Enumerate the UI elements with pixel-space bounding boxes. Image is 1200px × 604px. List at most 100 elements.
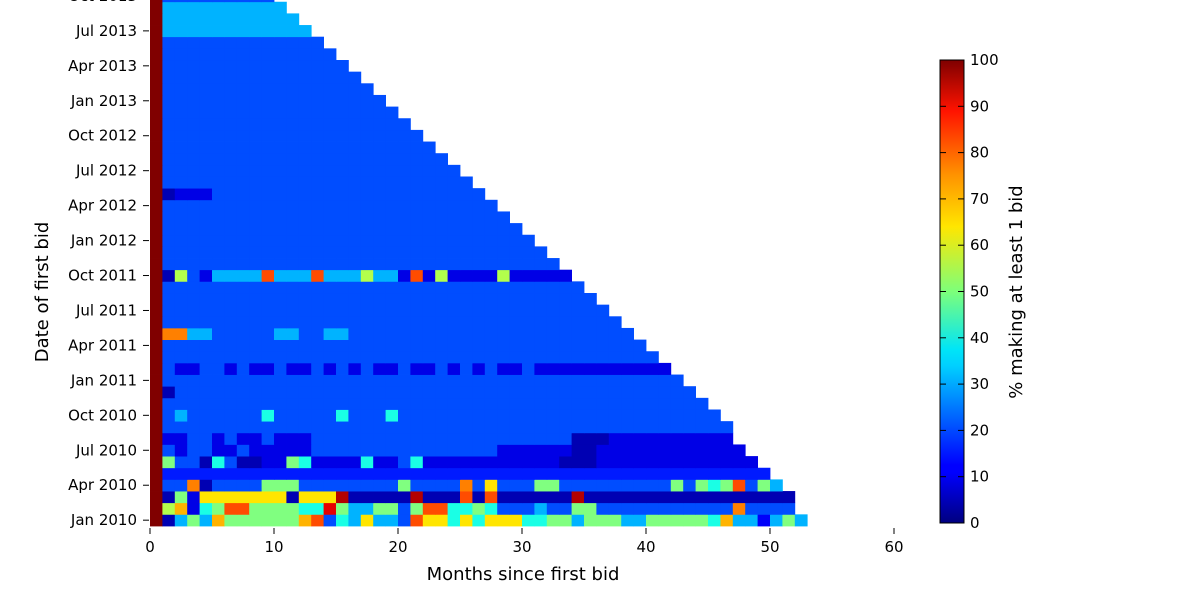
heatmap-cell	[608, 479, 622, 492]
heatmap-cell	[534, 327, 548, 340]
heatmap-cell	[286, 153, 300, 166]
heatmap-cell	[199, 327, 213, 340]
heatmap-cell	[236, 0, 250, 3]
heatmap-cell	[236, 444, 250, 457]
heatmap-cell	[670, 491, 684, 504]
heatmap-cell	[435, 281, 448, 294]
heatmap-cell	[484, 456, 498, 469]
heatmap-cell	[298, 129, 312, 142]
heatmap-cell	[447, 479, 461, 492]
colorbar-tick-label: 80	[970, 144, 989, 162]
heatmap-cell	[298, 467, 312, 480]
heatmap-cell	[571, 456, 585, 469]
heatmap-cell	[385, 164, 399, 177]
heatmap-cell	[422, 432, 436, 445]
heatmap-cell	[187, 491, 200, 504]
heatmap-cell	[373, 502, 386, 515]
heatmap-cell	[323, 83, 337, 96]
heatmap-cell	[212, 362, 225, 375]
heatmap-cell	[348, 234, 362, 247]
heatmap-cell	[174, 327, 188, 340]
heatmap-cell	[336, 176, 349, 189]
heatmap-cell	[261, 48, 275, 61]
heatmap-cell	[435, 491, 448, 504]
heatmap-cell	[286, 83, 300, 96]
heatmap-cell	[286, 106, 300, 119]
heatmap-cell	[398, 339, 411, 352]
heatmap-cell	[422, 386, 436, 399]
heatmap-cell	[633, 409, 647, 422]
heatmap-cell	[174, 1, 188, 14]
heatmap-cell	[410, 421, 424, 434]
heatmap-cell	[323, 258, 337, 271]
heatmap-cell	[298, 141, 312, 154]
heatmap-cell	[410, 502, 424, 515]
heatmap-cell	[274, 129, 287, 142]
heatmap-cell	[410, 176, 424, 189]
heatmap-cell	[571, 479, 585, 492]
heatmap-cell	[311, 432, 324, 445]
heatmap-cell	[298, 304, 312, 317]
heatmap-cell	[261, 153, 275, 166]
x-tick-label: 30	[512, 538, 531, 556]
heatmap-cell	[658, 444, 672, 457]
heatmap-cell	[348, 94, 362, 107]
heatmap-cell	[162, 188, 176, 201]
heatmap-cell	[336, 83, 349, 96]
heatmap-cell	[162, 13, 176, 26]
heatmap-cell	[298, 246, 312, 259]
colorbar-tick-label: 100	[970, 51, 999, 69]
heatmap-cell	[348, 211, 362, 224]
heatmap-cell	[261, 269, 275, 282]
heatmap-cell	[174, 456, 188, 469]
heatmap-cell	[546, 316, 560, 329]
heatmap-cell	[224, 188, 238, 201]
heatmap-cell	[608, 397, 622, 410]
heatmap-cell	[298, 351, 312, 364]
heatmap-cell	[695, 456, 709, 469]
heatmap-cell	[509, 409, 523, 422]
heatmap-cell	[323, 304, 337, 317]
heatmap-cell	[472, 199, 486, 212]
heatmap-cell	[522, 316, 535, 329]
heatmap-cell	[236, 479, 250, 492]
heatmap-cell	[571, 293, 585, 306]
heatmap-cell	[336, 258, 349, 271]
heatmap-cell	[422, 176, 436, 189]
heatmap-cell	[236, 502, 250, 515]
heatmap-cell	[298, 118, 312, 131]
heatmap-cell	[323, 176, 337, 189]
heatmap-cell	[348, 304, 362, 317]
heatmap-cell	[298, 258, 312, 271]
heatmap-cell	[336, 432, 349, 445]
heatmap-cell	[187, 362, 200, 375]
heatmap-cell	[199, 199, 213, 212]
heatmap-cell	[472, 514, 486, 527]
heatmap-cell	[695, 502, 709, 515]
heatmap-cell	[410, 456, 424, 469]
heatmap-cell	[336, 153, 349, 166]
heatmap-cell	[323, 386, 337, 399]
heatmap-cell	[323, 199, 337, 212]
heatmap-cell	[422, 374, 436, 387]
heatmap-cell	[174, 164, 188, 177]
heatmap-cell	[621, 502, 634, 515]
heatmap-cell	[150, 94, 163, 107]
heatmap-cell	[708, 432, 721, 445]
heatmap-cell	[336, 491, 349, 504]
heatmap-cell	[559, 316, 572, 329]
heatmap-cell	[360, 339, 374, 352]
heatmap-cell	[658, 491, 672, 504]
heatmap-cell	[286, 246, 300, 259]
heatmap-cell	[311, 234, 324, 247]
heatmap-cell	[174, 94, 188, 107]
heatmap-cell	[162, 118, 176, 131]
heatmap-cell	[559, 281, 572, 294]
heatmap-cell	[298, 444, 312, 457]
heatmap-cell	[385, 176, 399, 189]
heatmap-cell	[150, 293, 163, 306]
heatmap-cell	[199, 316, 213, 329]
heatmap-cell	[422, 258, 436, 271]
heatmap-cell	[484, 246, 498, 259]
heatmap-cell	[695, 479, 709, 492]
